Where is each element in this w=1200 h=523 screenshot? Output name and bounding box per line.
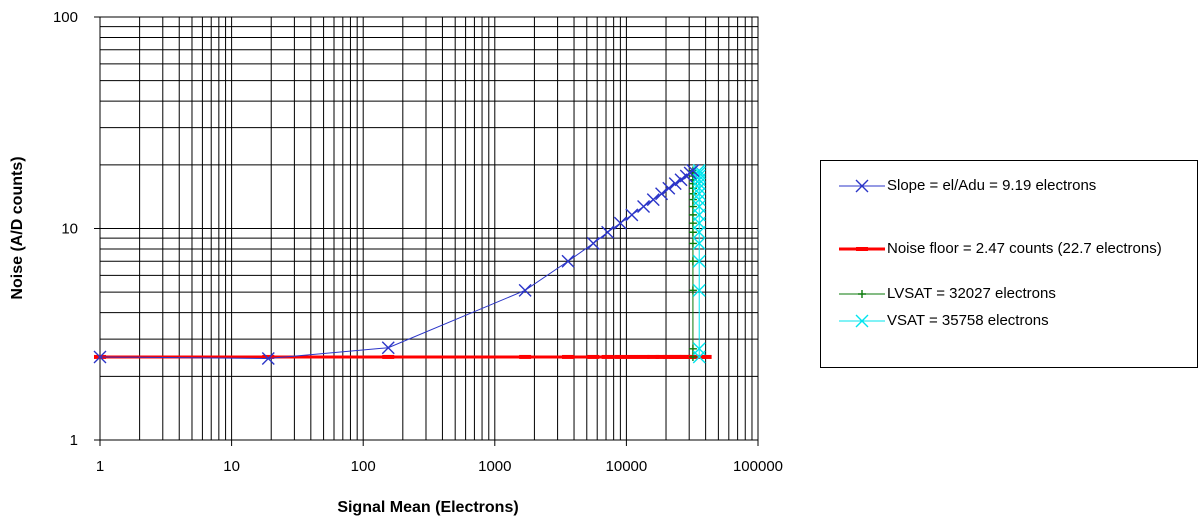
y-axis-title: Noise (A/D counts): [9, 156, 26, 299]
data-point: [637, 200, 651, 214]
plot-grid: [99, 17, 758, 441]
legend-item-lvsat: LVSAT = 32027 electrons: [821, 284, 1187, 304]
legend-marker: [858, 290, 866, 298]
data-point: [688, 257, 697, 266]
data-point: [692, 283, 706, 297]
data-point: [625, 208, 639, 222]
data-point: [587, 354, 600, 359]
series-line: [99, 170, 694, 359]
data-point: [688, 228, 697, 237]
legend-label-lvsat: LVSAT = 32027 electrons: [887, 285, 1056, 302]
legend-swatch-noise-floor: [839, 247, 885, 251]
legend-swatch-vsat: [839, 314, 885, 328]
chart-legend: Slope = el/Adu = 9.19 electrons Noise fl…: [820, 160, 1198, 368]
data-point: [382, 354, 395, 359]
data-point: [647, 354, 660, 359]
data-point: [93, 350, 107, 364]
legend-marker: [855, 179, 869, 193]
x-tick-label: 10: [223, 458, 240, 475]
x-tick-label: 100: [351, 458, 376, 475]
data-point: [518, 283, 532, 297]
x-tick-label: 1: [96, 458, 104, 475]
data-point: [688, 286, 697, 295]
data-point: [655, 354, 668, 359]
legend-marker: [856, 247, 868, 251]
data-point: [625, 354, 638, 359]
legend-label-noise-floor: Noise floor = 2.47 counts (22.7 electron…: [887, 240, 1162, 257]
data-point: [586, 236, 600, 250]
x-axis-title: Signal Mean (Electrons): [337, 499, 518, 516]
data-point: [692, 200, 706, 214]
data-point: [692, 173, 706, 187]
data-point: [646, 193, 660, 207]
series-layer: [93, 164, 712, 365]
data-point: [562, 354, 575, 359]
data-point: [692, 225, 706, 239]
data-point: [692, 193, 706, 207]
data-point: [692, 236, 706, 250]
data-point: [561, 254, 575, 268]
data-point: [692, 342, 706, 356]
data-point: [680, 354, 693, 359]
data-point: [614, 354, 627, 359]
legend-item-slope: Slope = el/Adu = 9.19 electrons: [821, 176, 1187, 196]
data-point: [601, 354, 614, 359]
data-point: [381, 341, 395, 355]
data-point: [261, 351, 275, 365]
x-tick-label: 1000: [478, 458, 511, 475]
y-tick-label: 10: [61, 221, 78, 238]
data-point: [601, 225, 615, 239]
legend-swatch-slope: [839, 179, 885, 193]
data-point: [699, 354, 712, 359]
legend-item-noise-floor: Noise floor = 2.47 counts (22.7 electron…: [821, 239, 1187, 259]
data-point: [662, 181, 676, 195]
data-point: [692, 254, 706, 268]
legend-label-slope: Slope = el/Adu = 9.19 electrons: [887, 177, 1097, 194]
data-point: [519, 354, 532, 359]
y-tick-label: 100: [53, 9, 78, 26]
data-point: [613, 216, 627, 230]
data-point: [668, 177, 682, 191]
data-point: [692, 187, 706, 201]
data-point: [686, 164, 700, 178]
y-tick-label: 1: [70, 432, 78, 449]
legend-marker: [855, 314, 869, 328]
data-point: [655, 187, 669, 201]
x-tick-label: 100000: [733, 458, 783, 475]
data-point: [688, 239, 697, 248]
series-1: [94, 354, 712, 359]
data-point: [637, 354, 650, 359]
data-point: [692, 164, 706, 178]
x-tick-label: 10000: [606, 458, 648, 475]
series-0: [93, 164, 700, 365]
legend-swatch-lvsat: [839, 290, 885, 298]
axis-ticks: 1 10 100 1000 10000 100000 1 10 100: [53, 9, 783, 475]
legend-item-vsat: VSAT = 35758 electrons: [821, 311, 1187, 331]
data-point: [262, 354, 275, 359]
data-point: [662, 354, 675, 359]
legend-label-vsat: VSAT = 35758 electrons: [887, 312, 1049, 329]
